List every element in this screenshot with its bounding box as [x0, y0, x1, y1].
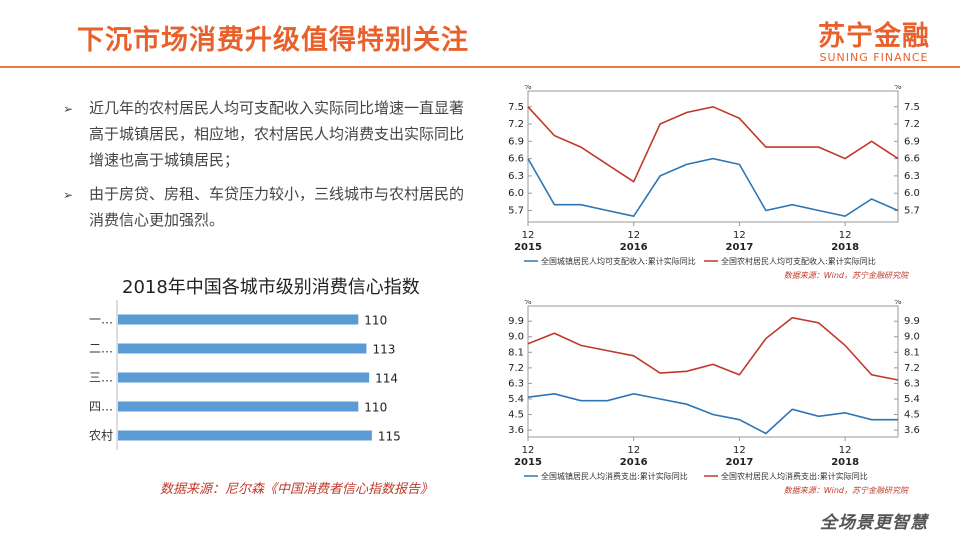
- chart-source-note: 数据来源：Wind，苏宁金融研究院: [784, 271, 910, 280]
- bullet-list: ➢ 近几年的农村居民人均可支配收入实际同比增速一直显著高于城镇居民，相应地，农村…: [63, 95, 473, 241]
- bar: [118, 401, 359, 412]
- x-tick-label-month: 12: [522, 445, 535, 456]
- y-tick-label-left: 6.0: [508, 188, 524, 199]
- y-tick-label-left: 7.2: [508, 119, 524, 130]
- bar-chart-title: 2018年中国各城市级别消费信心指数: [122, 277, 420, 298]
- y-tick-label-right: 7.2: [904, 119, 920, 130]
- x-tick-label-month: 12: [839, 445, 852, 456]
- legend-label: 全国城镇居民人均消费支出:累计实际同比: [541, 471, 688, 481]
- x-tick-label-year: 2016: [620, 457, 648, 468]
- x-tick-label-month: 12: [522, 230, 535, 241]
- x-tick-label-month: 12: [733, 445, 746, 456]
- y-tick-label-left: 3.6: [508, 425, 524, 436]
- x-tick-label-year: 2017: [726, 457, 754, 468]
- y-tick-label-right: 7.5: [904, 102, 920, 113]
- y-tick-label-left: 7.5: [508, 102, 524, 113]
- bar: [118, 372, 370, 383]
- series-line-rural: [527, 316, 899, 381]
- bullet-item: ➢ 近几年的农村居民人均可支配收入实际同比增速一直显著高于城镇居民，相应地，农村…: [63, 95, 473, 173]
- bar-value-label: 110: [364, 314, 387, 328]
- bar-category-label: 四…: [89, 400, 113, 414]
- series-line-urban: [527, 157, 899, 218]
- y-unit-right: %: [894, 300, 902, 306]
- bar-value-label: 114: [375, 372, 398, 386]
- bar-category-label: 三…: [89, 371, 113, 385]
- y-tick-label-right: 5.7: [904, 205, 920, 216]
- arrow-bullet-icon: ➢: [63, 102, 74, 116]
- series-line-urban: [527, 392, 898, 435]
- y-unit-left: %: [524, 85, 532, 91]
- bar-chart: 一… 110 二… 113 三… 114 四… 110 农村 115: [89, 300, 401, 450]
- bar: [118, 314, 359, 325]
- bar-value-label: 115: [378, 430, 401, 444]
- bullet-item: ➢ 由于房贷、房租、车贷压力较小，三线城市与农村居民的消费信心更加强烈。: [63, 181, 473, 233]
- y-tick-label-right: 9.9: [904, 316, 920, 327]
- bar-category-label: 一…: [89, 313, 113, 327]
- y-tick-label-right: 6.3: [904, 378, 920, 389]
- x-tick-label-year: 2015: [514, 242, 542, 253]
- y-tick-label-right: 6.0: [904, 188, 920, 199]
- plot-frame: [527, 90, 899, 223]
- y-tick-label-left: 9.0: [508, 332, 524, 343]
- x-tick-label-month: 12: [733, 230, 746, 241]
- brand-logo: 苏宁金融 SUNING FINANCE: [818, 14, 930, 64]
- y-unit-left: %: [524, 300, 532, 306]
- legend-label: 全国城镇居民人均可支配收入:累计实际同比: [541, 256, 696, 266]
- bar-category-label: 二…: [89, 342, 113, 356]
- y-tick-label-left: 6.9: [508, 136, 524, 147]
- y-unit-right: %: [894, 85, 902, 91]
- y-tick-label-left: 8.1: [508, 347, 524, 358]
- y-tick-label-right: 4.5: [904, 410, 920, 421]
- x-tick-label-year: 2015: [514, 457, 542, 468]
- y-tick-label-left: 6.3: [508, 378, 524, 389]
- y-tick-label-right: 6.9: [904, 136, 920, 147]
- bar-value-label: 110: [364, 401, 387, 415]
- logo-chinese: 苏宁金融: [818, 21, 930, 52]
- y-tick-label-right: 6.3: [904, 171, 920, 182]
- source-note-left: 数据来源：尼尔森《中国消费者信心指数报告》: [160, 482, 434, 497]
- y-tick-label-right: 6.6: [904, 154, 920, 165]
- bar-value-label: 113: [372, 343, 395, 357]
- page-title: 下沉市场消费升级值得特别关注: [77, 25, 469, 56]
- header-divider: [0, 66, 960, 68]
- y-tick-label-left: 7.2: [508, 363, 524, 374]
- y-tick-label-right: 3.6: [904, 425, 920, 436]
- x-tick-label-month: 12: [627, 445, 640, 456]
- arrow-bullet-icon: ➢: [63, 188, 74, 202]
- bar: [118, 430, 372, 441]
- y-tick-label-left: 4.5: [508, 410, 524, 421]
- plot-frame: [527, 305, 899, 438]
- bullet-text: 由于房贷、房租、车贷压力较小，三线城市与农村居民的消费信心更加强烈。: [89, 185, 465, 229]
- y-tick-label-left: 6.3: [508, 171, 524, 182]
- bar-category-label: 农村: [89, 429, 113, 443]
- bar: [118, 343, 367, 354]
- y-tick-label-right: 5.4: [904, 394, 920, 405]
- y-tick-label-right: 9.0: [904, 332, 920, 343]
- y-tick-label-right: 8.1: [904, 347, 920, 358]
- y-tick-label-left: 5.4: [508, 394, 524, 405]
- x-tick-label-year: 2018: [831, 242, 859, 253]
- logo-english: SUNING FINANCE: [819, 51, 929, 64]
- y-tick-label-left: 5.7: [508, 205, 524, 216]
- income-line-chart: % % 7.5 7.5 7.2 7.2 6.9 6.9 6.6 6.6 6.3 6.3 6.0 6.0 5.…: [508, 85, 920, 280]
- y-tick-label-left: 9.9: [508, 316, 524, 327]
- y-tick-label-left: 6.6: [508, 154, 524, 165]
- legend-label: 全国农村居民人均消费支出:累计实际同比: [721, 471, 868, 481]
- consumption-line-chart: % % 9.9 9.9 9.0 9.0 8.1 8.1 7.2 7.2 6.3 6.3 5.4 5.4 4.…: [508, 300, 920, 495]
- x-tick-label-year: 2016: [620, 242, 648, 253]
- x-tick-label-year: 2018: [831, 457, 859, 468]
- legend-label: 全国农村居民人均可支配收入:累计实际同比: [721, 256, 876, 266]
- footer-slogan: 全场景更智慧: [820, 513, 928, 533]
- x-tick-label-month: 12: [627, 230, 640, 241]
- series-line-rural: [527, 105, 899, 183]
- chart-source-note: 数据来源：Wind，苏宁金融研究院: [784, 486, 910, 495]
- x-tick-label-year: 2017: [726, 242, 754, 253]
- bullet-text: 近几年的农村居民人均可支配收入实际同比增速一直显著高于城镇居民，相应地，农村居民…: [89, 99, 465, 169]
- y-tick-label-right: 7.2: [904, 363, 920, 374]
- x-tick-label-month: 12: [839, 230, 852, 241]
